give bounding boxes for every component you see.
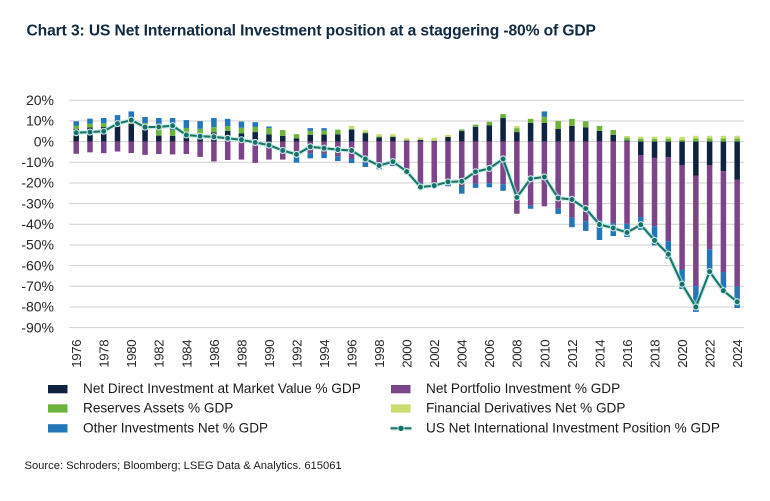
svg-text:2010: 2010	[537, 340, 552, 368]
svg-text:20%: 20%	[26, 92, 54, 108]
svg-text:2008: 2008	[510, 340, 525, 368]
svg-text:Source: Schroders; Bloomberg;: Source: Schroders; Bloomberg; LSEG Data …	[25, 460, 342, 472]
svg-text:Financial Derivatives Net % GD: Financial Derivatives Net % GDP	[426, 400, 625, 415]
svg-text:1986: 1986	[207, 340, 222, 368]
svg-text:Chart 3: US Net International: Chart 3: US Net International Investment…	[27, 23, 596, 40]
svg-text:-10%: -10%	[21, 154, 54, 170]
svg-text:1998: 1998	[372, 340, 387, 368]
svg-text:2014: 2014	[592, 340, 607, 368]
svg-text:2018: 2018	[647, 340, 662, 368]
svg-text:1978: 1978	[97, 340, 112, 368]
svg-text:-50%: -50%	[21, 237, 54, 253]
svg-text:1988: 1988	[234, 340, 249, 368]
svg-text:-60%: -60%	[21, 257, 54, 273]
svg-text:2006: 2006	[482, 340, 497, 368]
svg-text:10%: 10%	[26, 113, 54, 129]
svg-text:1990: 1990	[262, 340, 277, 368]
svg-text:2016: 2016	[620, 340, 635, 368]
svg-text:2022: 2022	[703, 340, 718, 368]
svg-text:-80%: -80%	[21, 299, 54, 315]
svg-text:2002: 2002	[427, 340, 442, 368]
svg-text:-90%: -90%	[21, 319, 54, 335]
svg-text:2012: 2012	[565, 340, 580, 368]
svg-text:US Net International Investmen: US Net International Investment Position…	[426, 420, 720, 435]
svg-text:1982: 1982	[152, 340, 167, 368]
svg-text:1994: 1994	[317, 340, 332, 368]
svg-text:1996: 1996	[345, 340, 360, 368]
svg-text:Reserves Assets % GDP: Reserves Assets % GDP	[83, 400, 233, 415]
svg-text:-20%: -20%	[21, 175, 54, 191]
svg-text:1980: 1980	[124, 340, 139, 368]
svg-text:Net Portfolio Investment % GDP: Net Portfolio Investment % GDP	[426, 381, 620, 396]
svg-text:1992: 1992	[289, 340, 304, 368]
svg-text:Net Direct Investment at Marke: Net Direct Investment at Market Value % …	[83, 381, 361, 396]
svg-text:1984: 1984	[179, 340, 194, 368]
svg-text:2024: 2024	[730, 340, 745, 368]
svg-text:-70%: -70%	[21, 278, 54, 294]
svg-text:2000: 2000	[400, 340, 415, 368]
svg-text:0%: 0%	[34, 133, 54, 149]
svg-text:Other Investments Net % GDP: Other Investments Net % GDP	[83, 420, 268, 435]
svg-text:2004: 2004	[455, 340, 470, 368]
svg-text:-30%: -30%	[21, 195, 54, 211]
svg-text:2020: 2020	[675, 340, 690, 368]
svg-text:-40%: -40%	[21, 216, 54, 232]
svg-text:1976: 1976	[69, 340, 84, 368]
